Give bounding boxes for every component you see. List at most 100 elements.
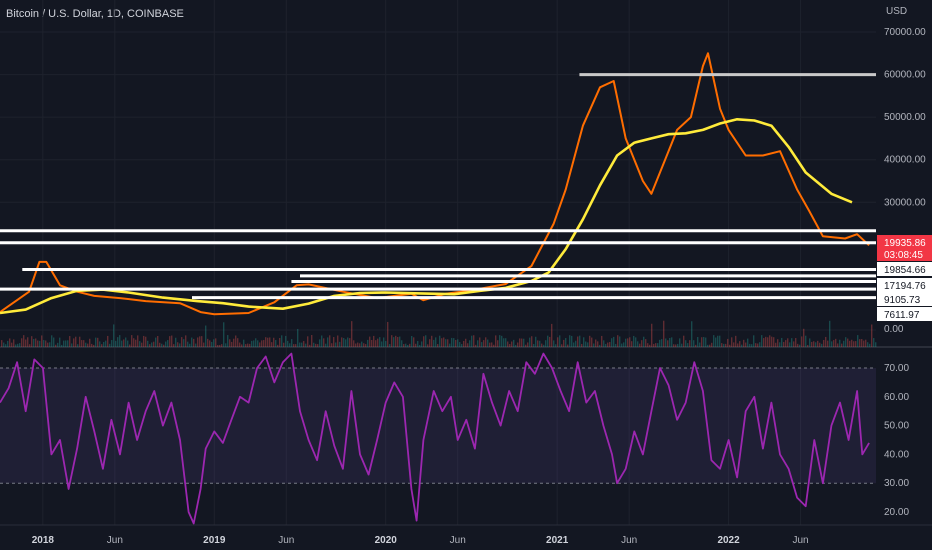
volume-bar	[665, 338, 667, 347]
volume-bar	[317, 344, 319, 347]
volume-bar	[607, 342, 609, 347]
volume-bar	[771, 336, 773, 347]
volume-bar	[299, 342, 301, 347]
volume-bar	[285, 335, 287, 347]
volume-bar	[659, 339, 661, 347]
volume-bar	[837, 343, 839, 347]
volume-bar	[853, 341, 855, 347]
volume-bar	[617, 335, 619, 347]
volume-bar	[711, 342, 713, 347]
volume-bar	[407, 344, 409, 347]
time-tick-label: Jun	[278, 535, 294, 546]
volume-bar	[725, 343, 727, 347]
volume-bar	[675, 344, 677, 347]
volume-bar	[283, 342, 285, 347]
volume-bar	[621, 343, 623, 347]
volume-bar	[55, 344, 57, 347]
rsi-tick-label: 20.00	[884, 507, 909, 518]
volume-bar	[329, 335, 331, 347]
volume-bar	[661, 339, 663, 347]
volume-bar	[681, 343, 683, 347]
volume-bar	[471, 335, 473, 347]
volume-bar	[415, 343, 417, 347]
volume-bar	[279, 337, 281, 347]
volume-bar	[147, 340, 149, 347]
volume-bar	[245, 344, 247, 347]
time-tick-label: 2020	[375, 535, 398, 546]
volume-bar	[467, 343, 469, 347]
volume-bar	[777, 339, 779, 347]
volume-bar	[377, 338, 379, 347]
volume-bar	[441, 338, 443, 347]
volume-bar	[849, 340, 851, 347]
volume-bar	[651, 323, 653, 347]
volume-bar	[429, 339, 431, 347]
volume-bar	[67, 340, 69, 347]
volume-bar	[61, 344, 63, 347]
volume-bar	[543, 344, 545, 347]
volume-bar	[565, 338, 567, 347]
volume-bar	[145, 336, 147, 347]
volume-bar	[77, 344, 79, 347]
price-label: 17194.76	[884, 281, 926, 292]
volume-bar	[31, 336, 33, 347]
volume-bar	[247, 343, 249, 347]
volume-bar	[591, 337, 593, 347]
volume-bar	[35, 338, 37, 347]
volume-bar	[161, 343, 163, 347]
volume-bar	[491, 342, 493, 347]
volume-bar	[599, 344, 601, 347]
volume-bar	[611, 338, 613, 347]
time-tick-label: Jun	[107, 535, 123, 546]
volume-bar	[531, 336, 533, 347]
volume-bar	[663, 320, 665, 347]
time-tick-label: 2021	[546, 535, 569, 546]
volume-bar	[549, 336, 551, 347]
volume-bar	[731, 337, 733, 347]
volume-bar	[683, 335, 685, 347]
volume-bar	[253, 340, 255, 347]
volume-bar	[281, 335, 283, 347]
volume-bar	[177, 342, 179, 347]
volume-bar	[229, 339, 231, 347]
volume-bar	[175, 337, 177, 347]
volume-bar	[275, 340, 277, 347]
volume-bar	[401, 340, 403, 347]
volume-bar	[635, 337, 637, 347]
volume-bar	[633, 335, 635, 347]
volume-bar	[783, 341, 785, 347]
volume-bar	[475, 344, 477, 347]
volume-bar	[585, 341, 587, 347]
volume-bar	[729, 344, 731, 347]
volume-bar	[85, 342, 87, 347]
volume-bar	[439, 335, 441, 347]
volume-bar	[499, 335, 501, 347]
volume-bar	[45, 340, 47, 347]
volume-bar	[27, 337, 29, 347]
horizontal-levels[interactable]	[0, 73, 876, 300]
volume-bar	[793, 341, 795, 347]
volume-bar	[695, 344, 697, 347]
volume-bar	[205, 325, 207, 347]
volume-bar	[3, 342, 5, 347]
volume-bar	[487, 339, 489, 347]
volume-bar	[149, 344, 151, 347]
volume-bar	[213, 339, 215, 347]
volume-bar	[29, 344, 31, 347]
volume-bar	[417, 341, 419, 347]
volume-bar	[449, 343, 451, 347]
volume-bar	[525, 344, 527, 347]
volume-bar	[63, 340, 65, 347]
volume-bar	[697, 337, 699, 347]
volume-bar	[221, 344, 223, 347]
volume-bar	[367, 339, 369, 347]
volume-bar	[459, 342, 461, 347]
volume-bar	[51, 335, 53, 347]
volume-bar	[739, 341, 741, 347]
volume-bar	[671, 337, 673, 347]
volume-bar	[587, 342, 589, 347]
volume-bar	[447, 339, 449, 347]
volume-bar	[473, 335, 475, 347]
currency-label: USD	[886, 6, 907, 17]
volume-bar	[817, 340, 819, 347]
